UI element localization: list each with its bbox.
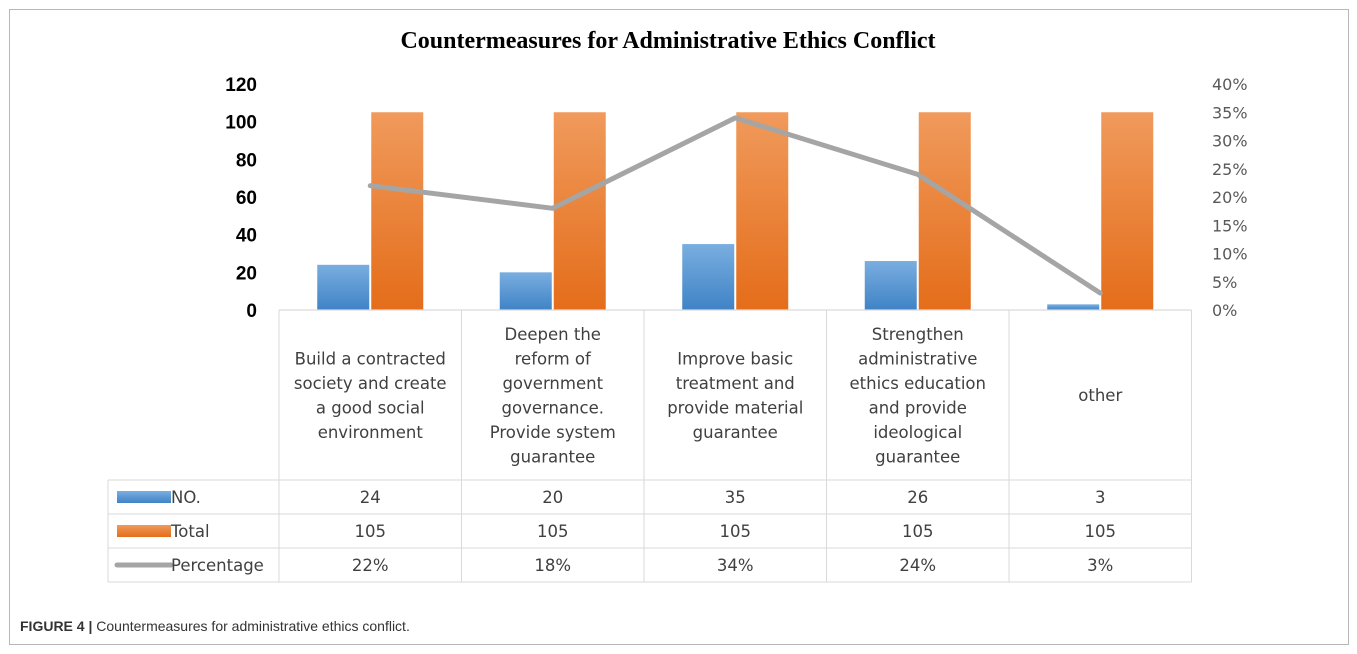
y-right-tick-label: 15% — [1212, 216, 1248, 235]
table-cell-value: 105 — [355, 522, 387, 541]
y-left-tick-label: 20 — [236, 263, 257, 284]
bar-total — [371, 112, 424, 310]
y-right-tick-label: 0% — [1212, 301, 1237, 320]
bar-total — [553, 112, 606, 310]
table-cell-value: 24 — [360, 488, 381, 507]
category-label: Build a contracted society and create a go… — [294, 349, 447, 442]
y-right-tick-label: 25% — [1212, 160, 1248, 179]
table-cell-value: 20 — [542, 488, 563, 507]
percentage-line — [367, 115, 1103, 296]
table-cell-value: 3% — [1087, 556, 1113, 575]
category-label: Strengthen administrative ethics education… — [850, 325, 986, 467]
bar-no — [499, 272, 552, 310]
y-right-tick-label: 40% — [1212, 75, 1248, 94]
legend-swatch — [117, 491, 171, 503]
figure-caption: FIGURE 4 | Countermeasures for administr… — [20, 618, 410, 634]
legend-label: NO. — [171, 488, 201, 507]
bar-total — [1101, 112, 1154, 310]
bar-no — [682, 244, 735, 310]
y-left-tick-label: 60 — [236, 188, 257, 209]
bar-total — [918, 112, 971, 310]
table-cell-value: 105 — [902, 522, 934, 541]
table-cell-value: 22% — [352, 556, 389, 575]
caption-label: FIGURE 4 | — [20, 618, 92, 634]
chart-title: Countermeasures for Administrative Ethic… — [400, 28, 935, 54]
legend-label: Total — [170, 522, 210, 541]
table-cell-value: 105 — [537, 522, 569, 541]
category-label: Improve basic treatment and provide materi… — [667, 349, 803, 442]
y-right-tick-label: 20% — [1212, 188, 1248, 207]
table-cell-value: 35 — [725, 488, 746, 507]
caption-text: Countermeasures for administrative ethic… — [92, 618, 409, 634]
y-right-tick-label: 10% — [1212, 245, 1248, 264]
y-left-tick-label: 120 — [225, 75, 257, 96]
bar-no — [864, 261, 917, 310]
legend-label: Percentage — [171, 556, 264, 575]
table-cell-value: 24% — [899, 556, 936, 575]
y-left-tick-label: 40 — [236, 226, 257, 247]
table-cell-value: 26 — [907, 488, 928, 507]
bar-no — [317, 264, 370, 310]
category-label: other — [1078, 386, 1122, 405]
y-right-tick-label: 30% — [1212, 132, 1248, 151]
y-right-tick-label: 5% — [1212, 273, 1237, 292]
table-cell-value: 18% — [534, 556, 571, 575]
table-cell-value: 105 — [1085, 522, 1117, 541]
bar-total — [736, 112, 789, 310]
legend-swatch — [117, 525, 171, 537]
y-right-tick-label: 35% — [1212, 103, 1248, 122]
y-left-tick-label: 100 — [225, 113, 257, 134]
bar-no — [1047, 304, 1100, 310]
table-cell-value: 34% — [717, 556, 754, 575]
y-left-tick-label: 0 — [246, 301, 257, 322]
y-left-tick-label: 80 — [236, 150, 257, 171]
category-label: Deepen the reform of government governance.… — [490, 325, 616, 467]
table-cell-value: 105 — [720, 522, 752, 541]
table-cell-value: 3 — [1095, 488, 1106, 507]
